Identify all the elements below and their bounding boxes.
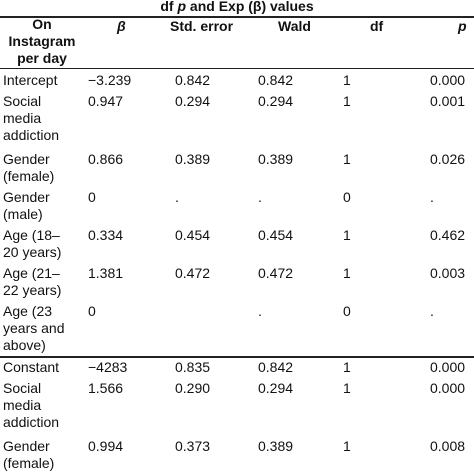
column-header-on-instagram: On Instagram per day bbox=[0, 16, 84, 67]
row-label: Age (18– 20 years) bbox=[3, 227, 73, 261]
df-cell: 0 bbox=[343, 303, 351, 319]
row-label-line: Social bbox=[3, 380, 42, 396]
row-label-line: addiction bbox=[3, 127, 60, 143]
df-cell: 1 bbox=[343, 438, 351, 454]
row-label: Social media addiction bbox=[3, 380, 73, 431]
column-header-std-error: Std. error bbox=[170, 18, 234, 34]
column-header-beta: β bbox=[117, 18, 126, 34]
row-label-line: Gender bbox=[3, 151, 50, 167]
header-line: per day bbox=[17, 50, 67, 66]
wald-cell: 0.389 bbox=[258, 151, 294, 167]
table-title: df p and Exp (β) values bbox=[0, 0, 474, 17]
wald-cell: 0.454 bbox=[258, 227, 294, 243]
std-error-cell: . bbox=[175, 189, 179, 205]
column-header-wald: Wald bbox=[278, 18, 311, 34]
row-label-line: media bbox=[3, 397, 42, 413]
row-label-line: Gender bbox=[3, 189, 50, 205]
row-label: Gender (female) bbox=[3, 438, 73, 472]
p-value-cell: . bbox=[430, 303, 434, 319]
beta-cell: −3.239 bbox=[88, 72, 132, 88]
df-cell: 1 bbox=[343, 380, 351, 396]
p-value-cell: 0.000 bbox=[430, 359, 466, 375]
row-label-line: media bbox=[3, 110, 42, 126]
df-cell: 1 bbox=[343, 359, 351, 375]
row-label-line: above) bbox=[3, 337, 46, 353]
row-label-line: Intercept bbox=[3, 72, 58, 88]
wald-cell: 0.842 bbox=[258, 72, 294, 88]
title-text-suffix: and Exp (β) values bbox=[186, 0, 314, 14]
std-error-cell: 0.835 bbox=[175, 359, 211, 375]
std-error-cell: 0.454 bbox=[175, 227, 211, 243]
wald-cell: . bbox=[258, 189, 262, 205]
row-label-line: 20 years) bbox=[3, 244, 62, 260]
row-label: Gender (male) bbox=[3, 189, 73, 223]
beta-cell: −4283 bbox=[88, 359, 128, 375]
beta-cell: 0.334 bbox=[88, 227, 124, 243]
row-label-line: addiction bbox=[3, 414, 60, 430]
df-cell: 1 bbox=[343, 265, 351, 281]
p-value-cell: 0.462 bbox=[430, 227, 466, 243]
section-divider bbox=[0, 356, 474, 358]
row-label: Intercept bbox=[3, 72, 73, 89]
p-value-cell: 0.008 bbox=[430, 438, 466, 454]
wald-cell: 0.842 bbox=[258, 359, 294, 375]
df-cell: 1 bbox=[343, 93, 351, 109]
row-label: Age (21– 22 years) bbox=[3, 265, 73, 299]
row-label-line: (male) bbox=[3, 206, 43, 222]
row-label-line: Age (18– bbox=[3, 227, 60, 243]
p-value-cell: 0.003 bbox=[430, 265, 466, 281]
row-label-line: Age (21– bbox=[3, 265, 60, 281]
row-label-line: Social bbox=[3, 93, 42, 109]
header-line: On bbox=[32, 16, 52, 32]
row-label-line: years and bbox=[3, 320, 65, 336]
header-rule bbox=[0, 68, 474, 69]
wald-cell: 0.294 bbox=[258, 93, 294, 109]
top-rule bbox=[0, 16, 474, 18]
p-value-cell: . bbox=[430, 189, 434, 205]
wald-cell: 0.294 bbox=[258, 380, 294, 396]
std-error-cell: 0.842 bbox=[175, 72, 211, 88]
row-label-line: 22 years) bbox=[3, 282, 62, 298]
beta-cell: 0.866 bbox=[88, 151, 124, 167]
beta-cell: 1.381 bbox=[88, 265, 124, 281]
row-label-line: (female) bbox=[3, 168, 55, 184]
p-value-cell: 0.001 bbox=[430, 93, 466, 109]
row-label: Age (23 years and above) bbox=[3, 303, 73, 354]
row-label-line: Gender bbox=[3, 438, 50, 454]
std-error-cell: 0.389 bbox=[175, 151, 211, 167]
std-error-cell: 0.294 bbox=[175, 93, 211, 109]
p-value-cell: 0.000 bbox=[430, 380, 466, 396]
wald-cell: 0.472 bbox=[258, 265, 294, 281]
p-value-cell: 0.000 bbox=[430, 72, 466, 88]
df-cell: 1 bbox=[343, 72, 351, 88]
std-error-cell: 0.472 bbox=[175, 265, 211, 281]
df-cell: 1 bbox=[343, 227, 351, 243]
column-header-p: p bbox=[458, 18, 467, 34]
wald-cell: 0.389 bbox=[258, 438, 294, 454]
df-cell: 1 bbox=[343, 151, 351, 167]
beta-cell: 0 bbox=[88, 189, 96, 205]
title-p-symbol: p bbox=[177, 0, 187, 14]
row-label: Social media addiction bbox=[3, 93, 73, 144]
header-line: Instagram bbox=[8, 33, 76, 49]
beta-cell: 1.566 bbox=[88, 380, 124, 396]
beta-cell: 0 bbox=[88, 303, 96, 319]
row-label-line: Age (23 bbox=[3, 303, 53, 319]
row-label: Gender (female) bbox=[3, 151, 73, 185]
column-header-df: df bbox=[370, 18, 384, 34]
beta-cell: 0.947 bbox=[88, 93, 124, 109]
row-label-line: Constant bbox=[3, 359, 60, 375]
df-cell: 0 bbox=[343, 189, 351, 205]
row-label-line: (female) bbox=[3, 455, 55, 471]
beta-cell: 0.994 bbox=[88, 438, 124, 454]
std-error-cell: 0.373 bbox=[175, 438, 211, 454]
p-value-cell: 0.026 bbox=[430, 151, 466, 167]
title-text: df bbox=[160, 0, 178, 14]
row-label: Constant bbox=[3, 359, 73, 376]
std-error-cell: 0.290 bbox=[175, 380, 211, 396]
wald-cell: . bbox=[258, 303, 262, 319]
